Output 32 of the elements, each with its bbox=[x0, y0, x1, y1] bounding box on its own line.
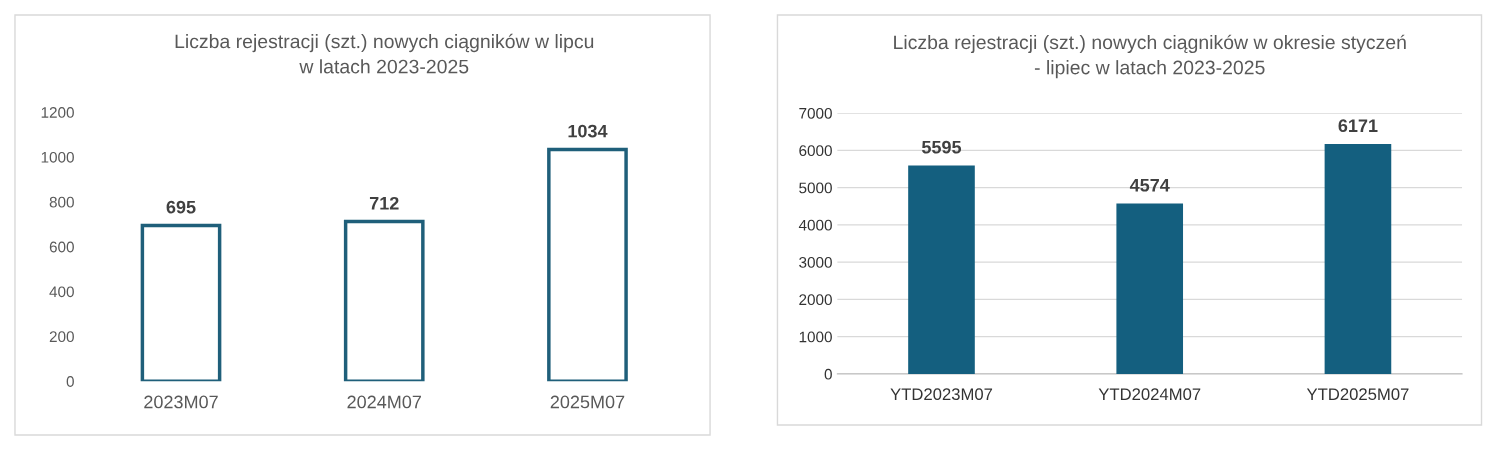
y-tick-label: 2000 bbox=[799, 294, 832, 306]
data-label: 5595 bbox=[921, 140, 962, 154]
chart-title: Liczba rejestracji (szt.) nowych ciągników w lipcu w latach 2023-2025 bbox=[175, 33, 594, 74]
x-tick-label: YTD2025M07 bbox=[1306, 388, 1409, 401]
y-tick-label: 400 bbox=[49, 286, 74, 298]
y-tick-label: 3000 bbox=[799, 257, 832, 268]
x-tick-label: 2024M07 bbox=[347, 395, 421, 409]
x-tick-label: 2025M07 bbox=[550, 395, 625, 409]
y-tick-label: 4000 bbox=[798, 219, 832, 231]
chart-title: Liczba rejestracji (szt.) nowych ciągników w okresie styczeń - lipiec w latach 2023-2025 bbox=[894, 34, 1406, 79]
data-label: 1034 bbox=[568, 124, 608, 138]
y-tick-label: 800 bbox=[49, 196, 74, 208]
data-label: 6171 bbox=[1338, 119, 1378, 133]
y-tick-label: 7000 bbox=[799, 107, 832, 119]
y-tick-label: 0 bbox=[824, 368, 832, 380]
data-label: 4574 bbox=[1129, 178, 1170, 192]
x-tick-label: 2023M07 bbox=[144, 395, 218, 409]
x-tick-label: YTD2024M07 bbox=[1098, 388, 1201, 401]
y-tick-label: 200 bbox=[49, 331, 74, 343]
y-tick-label: 0 bbox=[66, 376, 74, 387]
y-tick-label: 5000 bbox=[799, 182, 832, 194]
y-tick-label: 1000 bbox=[799, 331, 832, 343]
bar bbox=[1324, 143, 1392, 374]
data-label: 712 bbox=[369, 196, 399, 210]
y-tick-label: 600 bbox=[49, 241, 74, 253]
y-tick-label: 1000 bbox=[41, 151, 74, 163]
y-tick-label: 1200 bbox=[41, 107, 74, 118]
bar bbox=[1116, 203, 1184, 374]
x-tick-label: YTD2023M07 bbox=[890, 388, 993, 401]
bar bbox=[908, 165, 975, 374]
data-label: 695 bbox=[166, 200, 196, 214]
y-tick-label: 6000 bbox=[799, 145, 832, 157]
